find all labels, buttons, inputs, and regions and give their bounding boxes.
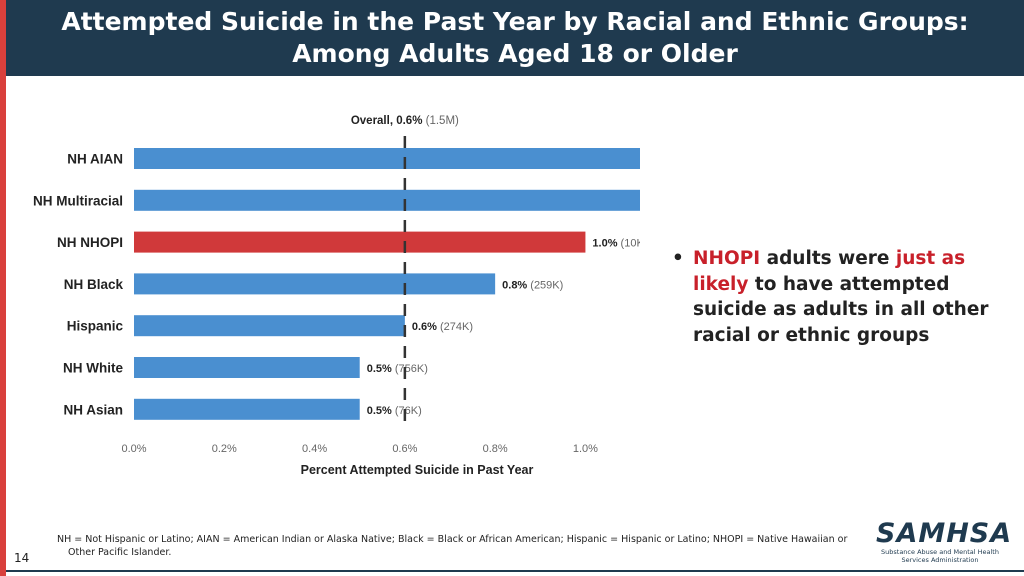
x-tick-label-2: 0.4% <box>302 443 327 455</box>
value-count-6: (76K) <box>392 405 422 417</box>
category-label-5: NH White <box>63 361 123 376</box>
bar-4 <box>134 315 405 337</box>
bar-0 <box>134 148 721 169</box>
value-percent-2: 1.0% <box>592 238 617 250</box>
category-label-6: NH Asian <box>63 402 123 417</box>
left-accent-bar <box>0 0 6 576</box>
value-label-2: 1.0% (10K) <box>592 238 640 250</box>
bar-5 <box>134 357 360 378</box>
x-axis-title: Percent Attempted Suicide in Past Year <box>301 463 534 477</box>
bar-6 <box>134 398 360 420</box>
overall-label-value: Overall, 0.6% <box>351 115 423 127</box>
bar-chart: NH AIAN1.3% (15K)NH Multiracial1.3% (68K… <box>33 115 783 477</box>
bottom-rule <box>6 570 1024 572</box>
value-percent-5: 0.5% <box>367 363 392 375</box>
bar-1 <box>134 189 721 211</box>
bullet-line: suicide as adults in all other <box>693 297 989 323</box>
value-count-2: (10K) <box>618 238 640 250</box>
footnote-line-2: Other Pacific Islander. <box>68 547 172 558</box>
value-count-4: (274K) <box>437 321 473 333</box>
bullet-segment: adults were <box>760 248 896 269</box>
logo-subtitle-1: Substance Abuse and Mental Health <box>881 548 999 556</box>
bullet-line: likely to have attempted <box>693 272 972 298</box>
bullet-segment: NHOPI <box>693 248 761 269</box>
slide-title-line-1: Attempted Suicide in the Past Year by Ra… <box>61 7 969 36</box>
value-percent-6: 0.5% <box>367 405 392 417</box>
value-label-5: 0.5% (756K) <box>367 363 428 375</box>
bullet-marker: • <box>672 248 684 269</box>
value-count-3: (259K) <box>527 279 563 291</box>
category-label-0: NH AIAN <box>67 152 123 167</box>
value-label-4: 0.6% (274K) <box>412 321 473 333</box>
category-label-4: Hispanic <box>67 319 124 334</box>
samhsa-logo: SAMHSA Substance Abuse and Mental Health… <box>876 518 1013 565</box>
x-tick-label-5: 1.0% <box>573 443 598 455</box>
bullet-segment: likely <box>693 273 749 295</box>
overall-label: Overall, 0.6% (1.5M) <box>351 115 459 127</box>
bar-3 <box>134 273 496 295</box>
bullet-segment: racial or ethnic groups <box>693 324 930 346</box>
value-label-6: 0.5% (76K) <box>367 405 422 417</box>
logo-wordmark: SAMHSA <box>876 518 1013 549</box>
x-tick-label-1: 0.2% <box>212 443 237 455</box>
category-label-2: NH NHOPI <box>57 235 123 250</box>
slide-title-line-2: Among Adults Aged 18 or Older <box>292 39 738 68</box>
value-percent-3: 0.8% <box>502 279 527 291</box>
logo-subtitle-2: Services Administration <box>901 556 979 564</box>
key-finding-bullet: • NHOPI adults were just as likely to hav… <box>672 246 989 349</box>
bullet-segment: suicide as adults in all other <box>693 299 989 320</box>
category-label-1: NH Multiracial <box>33 193 123 208</box>
bullet-text: NHOPI adults were just as likely to have … <box>693 246 989 349</box>
bar-2 <box>134 231 586 253</box>
bullet-line: racial or ethnic groups <box>693 323 972 349</box>
bullet-line: NHOPI adults were just as <box>693 246 972 272</box>
bullet-segment: to have attempted <box>748 273 950 295</box>
footnote: NH = Not Hispanic or Latino; AIAN = Amer… <box>57 533 857 559</box>
value-label-3: 0.8% (259K) <box>502 279 563 291</box>
x-tick-label-4: 0.8% <box>483 443 508 455</box>
x-tick-label-3: 0.6% <box>392 443 417 455</box>
category-label-3: NH Black <box>64 277 124 292</box>
overall-label-count: (1.5M) <box>422 115 459 127</box>
value-percent-4: 0.6% <box>412 321 437 333</box>
chart-area: NH AIAN1.3% (15K)NH Multiracial1.3% (68K… <box>0 80 783 490</box>
title-banner: Attempted Suicide in the Past Year by Ra… <box>6 0 1024 76</box>
bullet-segment: just as <box>895 248 966 269</box>
value-count-5: (756K) <box>392 363 428 375</box>
x-tick-label-0: 0.0% <box>121 443 146 455</box>
footnote-line-1: NH = Not Hispanic or Latino; AIAN = Amer… <box>57 534 848 545</box>
page-number: 14 <box>14 551 30 565</box>
